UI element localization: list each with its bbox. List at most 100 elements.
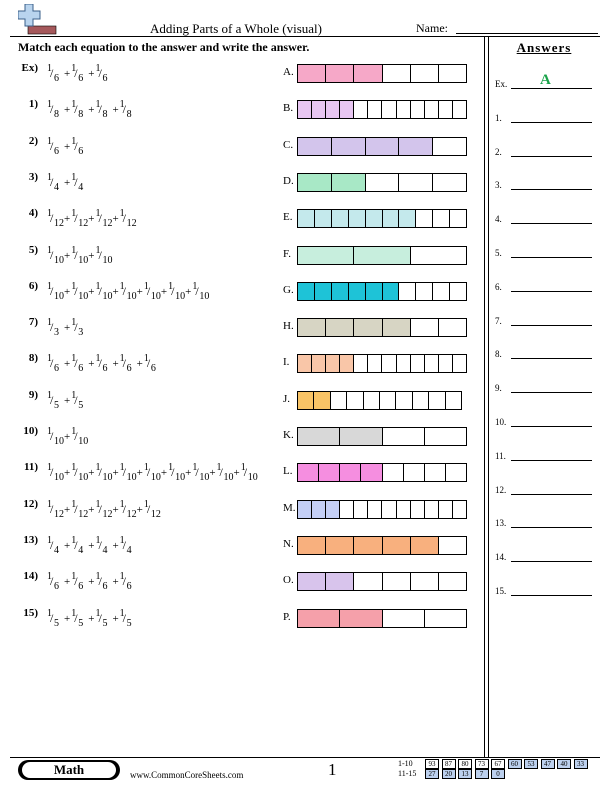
plus-sign: + <box>64 249 71 262</box>
fraction-equation: 1/3 +1/3 <box>47 317 87 339</box>
unit-fraction: 1/10 <box>216 462 234 484</box>
filled-cell <box>298 391 315 409</box>
score-cell: 20 <box>441 769 456 779</box>
empty-cell <box>399 282 417 300</box>
empty-cell <box>413 391 430 409</box>
empty-cell <box>382 101 397 119</box>
unit-fraction: 1/5 <box>95 607 108 629</box>
answer-field[interactable] <box>511 324 592 326</box>
fraction-bar <box>297 354 467 374</box>
plus-sign: + <box>112 576 119 589</box>
fraction-bar <box>297 100 467 120</box>
plus-sign: + <box>88 213 95 226</box>
filled-cell <box>382 282 400 300</box>
unit-fraction: 1/10 <box>47 244 64 266</box>
fraction-bar <box>297 499 467 519</box>
empty-cell <box>397 500 411 518</box>
filled-cell <box>298 536 327 554</box>
empty-cell <box>382 355 397 373</box>
plus-sign: + <box>185 467 192 480</box>
empty-cell <box>354 500 369 518</box>
unit-fraction: 1/4 <box>119 534 132 556</box>
score-cell: 7 <box>474 769 489 779</box>
fraction-bar <box>297 572 467 592</box>
empty-cell <box>383 428 425 445</box>
unit-fraction: 1/6 <box>71 571 84 593</box>
unit-fraction: 1/10 <box>119 462 137 484</box>
empty-cell <box>439 319 466 336</box>
answer-field[interactable] <box>511 88 592 89</box>
answer-field[interactable] <box>511 595 592 596</box>
answer-field[interactable] <box>511 223 592 225</box>
option-label: N. <box>283 537 294 550</box>
plus-sign: + <box>88 503 95 516</box>
plus-sign: + <box>88 249 95 262</box>
plus-sign: + <box>88 68 95 80</box>
empty-cell <box>354 355 369 373</box>
filled-cell <box>382 536 411 554</box>
fraction-equation: 1/5 +1/5 <box>47 390 87 412</box>
unit-fraction: 1/6 <box>71 353 84 375</box>
unit-fraction: 1/5 <box>71 607 84 629</box>
filled-cell <box>382 210 400 228</box>
empty-cell <box>429 391 446 409</box>
answer-field[interactable] <box>511 121 592 123</box>
filled-cell <box>382 319 411 337</box>
fraction-equation: 1/10 +1/10 +1/10 +1/10 +1/10 +1/10 +1/10 +1/10 +… <box>47 462 258 484</box>
option-label: A. <box>283 66 294 78</box>
score-cell: 27 <box>425 769 439 779</box>
unit-fraction: 1/6 <box>47 135 59 157</box>
unit-fraction: 1/10 <box>192 462 210 484</box>
answer-field[interactable] <box>511 426 592 427</box>
unit-fraction: 1/5 <box>71 389 84 411</box>
fraction-equation: 1/6 +1/6 +1/6 <box>47 63 111 85</box>
instructions: Match each equation to the answer and wr… <box>18 40 310 54</box>
answer-field[interactable] <box>511 155 592 157</box>
unit-fraction: 1/3 <box>71 317 84 339</box>
filled-cell <box>314 282 332 300</box>
answer-field[interactable] <box>511 561 592 563</box>
fraction-equation: 1/10 +1/10 +1/10 +1/10 +1/10 +1/10 +1/10 <box>47 281 209 303</box>
answer-field[interactable] <box>511 358 592 360</box>
filled-cell <box>365 137 400 155</box>
empty-cell <box>383 573 411 591</box>
score-cell: 93 <box>425 759 439 769</box>
answer-field[interactable] <box>511 392 592 394</box>
answer-field[interactable] <box>511 290 592 292</box>
fraction-equation: 1/6 +1/6 +1/6 +1/6 <box>47 571 136 593</box>
unit-fraction: 1/4 <box>71 171 84 193</box>
empty-cell <box>411 573 439 591</box>
plus-sign: + <box>112 503 119 516</box>
filled-cell <box>298 355 313 373</box>
plus-sign: + <box>64 431 71 443</box>
filled-cell <box>354 246 411 264</box>
answer-label: 11. <box>495 450 506 461</box>
question-number: 15) <box>23 606 38 619</box>
answer-field[interactable] <box>511 257 592 258</box>
empty-cell <box>439 101 453 119</box>
filled-cell <box>365 210 383 228</box>
filled-cell <box>354 319 383 337</box>
plus-sign: + <box>112 285 119 298</box>
answer-field[interactable] <box>511 493 592 495</box>
filled-cell <box>298 428 341 445</box>
empty-cell <box>453 501 466 518</box>
empty-cell <box>340 500 355 518</box>
answer-field[interactable] <box>511 189 592 191</box>
score-cell: 60 <box>507 759 522 769</box>
answer-field[interactable] <box>511 527 592 529</box>
filled-cell <box>298 65 327 82</box>
name-label: Name: <box>416 21 448 35</box>
option-label: L. <box>283 465 293 478</box>
unit-fraction: 1/4 <box>47 171 59 193</box>
answer-field[interactable] <box>511 459 592 461</box>
answer-label: 10. <box>495 417 507 427</box>
unit-fraction: 1/6 <box>95 353 108 375</box>
plus-sign: + <box>112 539 119 552</box>
empty-cell <box>425 500 439 518</box>
score-cell: 73 <box>474 759 489 769</box>
option-label: B. <box>283 102 294 115</box>
unit-fraction: 1/12 <box>95 208 113 230</box>
name-field[interactable] <box>456 33 598 34</box>
empty-cell <box>411 101 425 119</box>
